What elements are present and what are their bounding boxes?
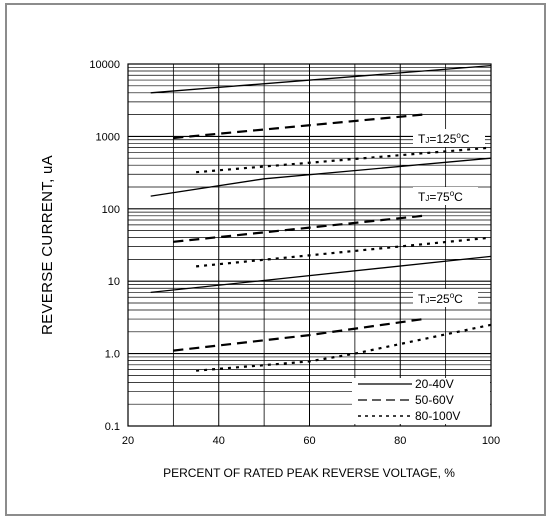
y-tick-label: 10000 bbox=[89, 59, 120, 71]
y-tick-label: 1000 bbox=[96, 131, 120, 143]
x-tick-label: 20 bbox=[122, 435, 134, 447]
series-line-0 bbox=[150, 64, 492, 94]
annotation-25c-text: TJ=25oC bbox=[418, 291, 463, 306]
series-line-2 bbox=[196, 146, 492, 174]
annotation-75c: TJ=75oC bbox=[413, 187, 478, 205]
series-line-3 bbox=[150, 157, 492, 197]
annotation-25c: TJ=25oC bbox=[413, 289, 478, 307]
legend-label-80-100v: 80-100V bbox=[415, 409, 460, 423]
series-line-8 bbox=[196, 323, 492, 372]
x-axis-title: PERCENT OF RATED PEAK REVERSE VOLTAGE, % bbox=[163, 466, 455, 480]
series-line-7 bbox=[173, 318, 424, 352]
annotation-75c-text: TJ=75oC bbox=[418, 189, 463, 204]
y-tick-label: 10 bbox=[108, 276, 120, 288]
annotation-125c-text: TJ=125oC bbox=[418, 131, 470, 146]
y-tick-label: 0.1 bbox=[105, 421, 120, 433]
x-tick-label: 80 bbox=[394, 435, 406, 447]
legend: 20-40V 50-60V 80-100V bbox=[352, 377, 490, 424]
y-tick-label: 1.0 bbox=[105, 349, 120, 361]
plot-border bbox=[127, 63, 492, 427]
series-line-5 bbox=[195, 236, 492, 268]
y-axis-title: REVERSE CURRENT, uA bbox=[39, 155, 56, 335]
series-line-6 bbox=[150, 255, 492, 294]
y-tick-label: 100 bbox=[102, 204, 120, 216]
series-line-4 bbox=[173, 214, 424, 243]
annotation-125c: TJ=125oC bbox=[413, 129, 485, 147]
y-tick-labels: 0.1 1.0 10 100 1000 10000 bbox=[89, 59, 120, 433]
series-lines bbox=[150, 64, 492, 372]
x-tick-labels: 20 40 60 80 100 bbox=[122, 435, 500, 447]
x-tick-label: 60 bbox=[303, 435, 315, 447]
grid bbox=[128, 64, 491, 426]
legend-label-20-40v: 20-40V bbox=[415, 377, 454, 391]
series-line-1 bbox=[173, 113, 424, 140]
x-tick-label: 40 bbox=[213, 435, 225, 447]
x-tick-label: 100 bbox=[482, 435, 500, 447]
legend-label-50-60v: 50-60V bbox=[415, 393, 454, 407]
